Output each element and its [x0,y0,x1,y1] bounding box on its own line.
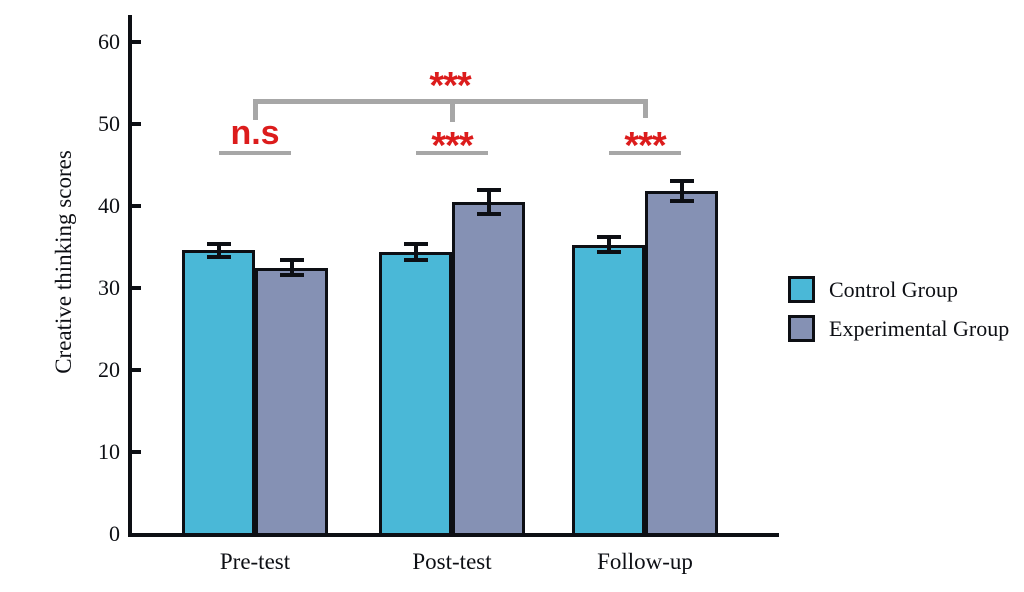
x-tick-label-post-test: Post-test [412,549,492,574]
sig-overall-bracket-tick-2 [643,99,648,118]
sig-label-post-test: *** [431,125,473,167]
y-tick-label-40: 40 [98,193,120,218]
error-cap-bottom-experimental-group-post-test [476,212,501,217]
legend-swatch-control-group [788,276,815,303]
y-tick-label-50: 50 [98,111,120,136]
y-tick-label-0: 0 [109,521,120,546]
sig-line-pre-test [219,151,291,155]
sig-line-post-test [416,151,488,155]
bar-experimental-group-pre-test [255,267,328,536]
y-tick-50 [132,122,141,126]
y-tick-label-60: 60 [98,29,120,54]
legend-swatch-experimental-group [788,315,815,342]
error-cap-top-experimental-group-follow-up [669,179,694,184]
legend-label-experimental-group: Experimental Group [829,316,1010,341]
bar-control-group-follow-up [572,244,645,536]
y-tick-label-10: 10 [98,439,120,464]
error-bar-experimental-group-follow-up [679,181,684,202]
error-cap-top-experimental-group-post-test [476,187,501,192]
y-tick-40 [132,204,141,208]
bar-experimental-group-follow-up [645,191,718,536]
error-cap-bottom-experimental-group-follow-up [669,199,694,204]
sig-line-follow-up [609,151,681,155]
error-cap-bottom-control-group-post-test [403,258,428,263]
sig-overall-bracket-tick-1 [450,99,455,122]
error-cap-top-control-group-follow-up [596,235,621,240]
sig-label-overall: *** [429,65,471,107]
x-tick-label-pre-test: Pre-test [219,549,291,574]
bar-experimental-group-post-test [452,201,525,536]
y-tick-label-30: 30 [98,275,120,300]
y-axis-line [128,15,132,537]
error-cap-top-control-group-pre-test [206,241,231,246]
error-cap-bottom-control-group-pre-test [206,254,231,259]
legend: Control Group Experimental Group [788,276,1009,354]
sig-label-pre-test: n.s [230,114,280,152]
error-cap-bottom-control-group-follow-up [596,249,621,254]
y-tick-10 [132,450,141,454]
error-cap-top-control-group-post-test [403,241,428,246]
error-bar-experimental-group-pre-test [289,260,294,275]
error-bar-control-group-follow-up [606,237,611,252]
error-bar-control-group-pre-test [216,243,221,257]
y-tick-label-20: 20 [98,357,120,382]
error-cap-top-experimental-group-pre-test [279,258,304,263]
y-tick-30 [132,286,141,290]
sig-label-follow-up: *** [624,125,666,167]
error-cap-bottom-experimental-group-pre-test [279,272,304,277]
legend-label-control-group: Control Group [829,277,958,302]
y-tick-60 [132,40,141,44]
sig-overall-bracket-tick-0 [253,99,258,120]
x-tick-label-follow-up: Follow-up [597,549,693,574]
y-tick-20 [132,368,141,372]
legend-item-experimental-group: Experimental Group [788,315,1009,342]
legend-item-control-group: Control Group [788,276,1009,303]
error-bar-control-group-post-test [413,243,418,261]
x-axis-line [128,533,779,537]
error-bar-experimental-group-post-test [486,189,491,215]
bar-control-group-post-test [379,251,452,536]
bar-control-group-pre-test [182,250,255,536]
